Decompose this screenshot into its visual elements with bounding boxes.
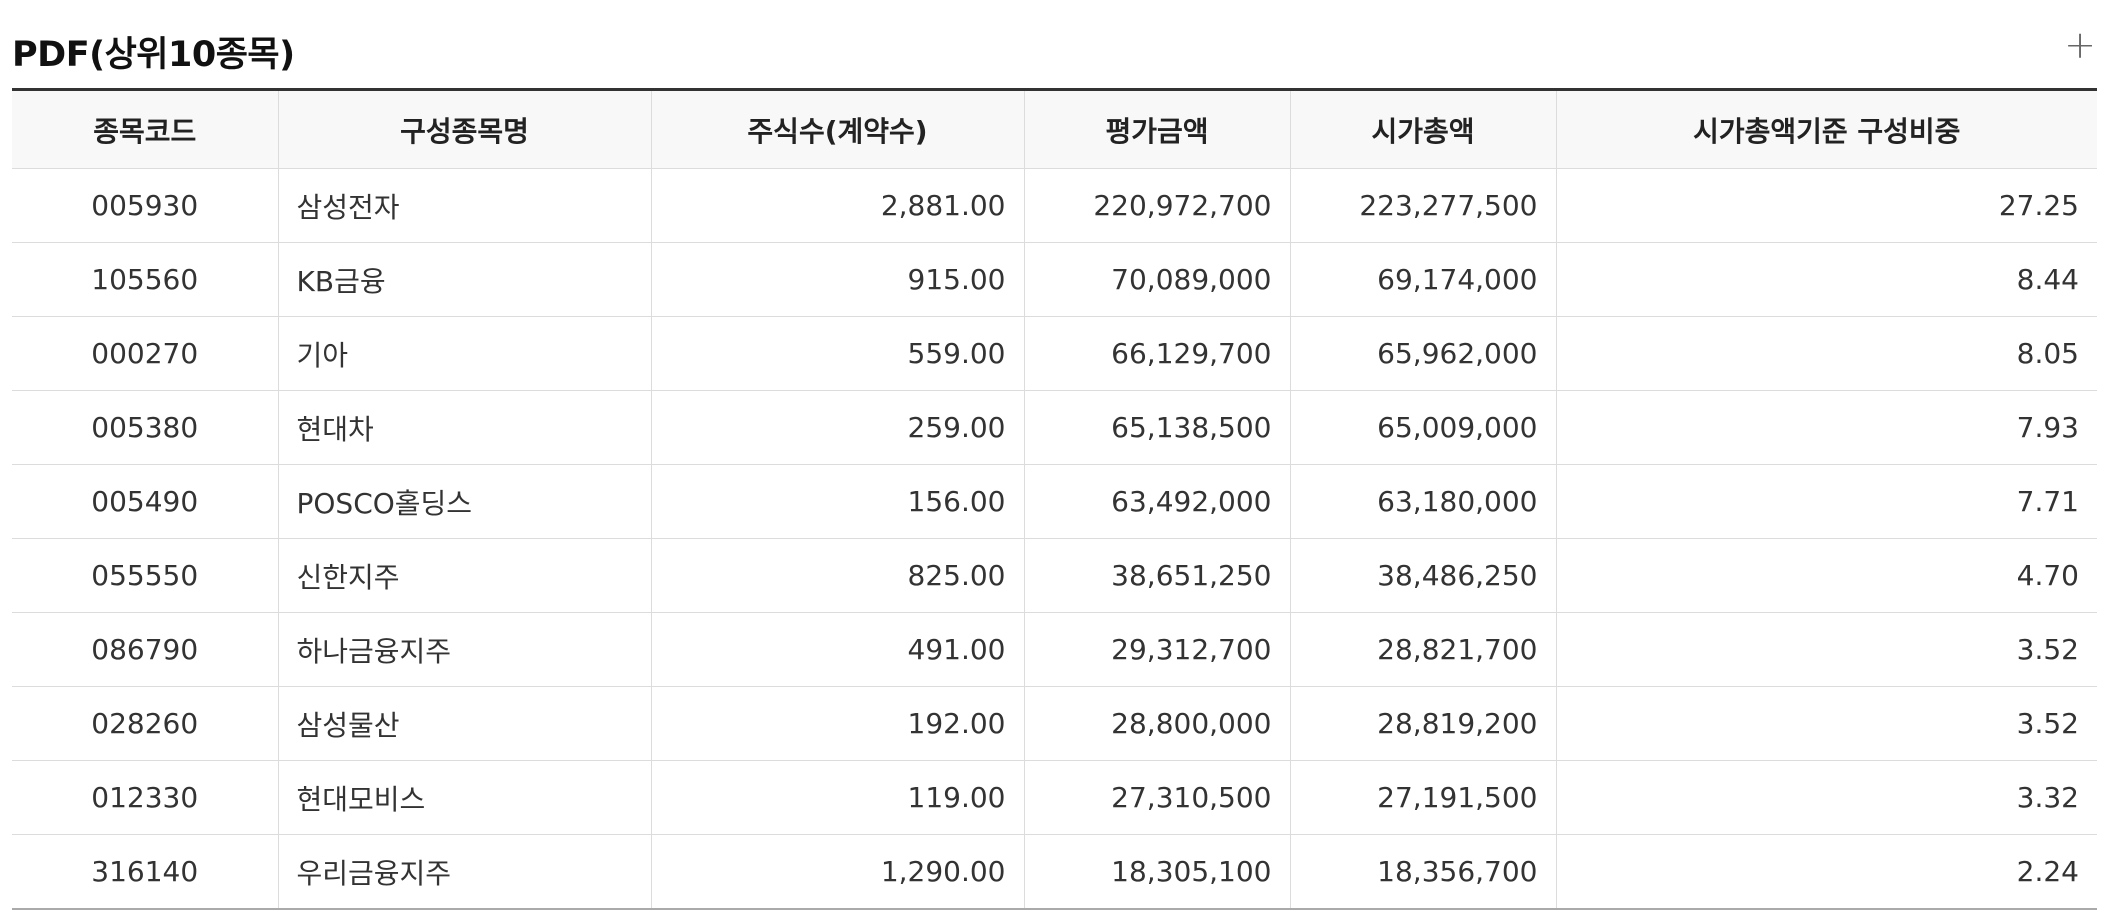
cell-stock-code: 005380 bbox=[12, 390, 279, 465]
cell-weight: 7.93 bbox=[1555, 390, 2097, 465]
cell-stock-name: POSCO홀딩스 bbox=[277, 464, 652, 539]
cell-market-cap: 65,962,000 bbox=[1289, 316, 1557, 391]
cell-stock-name: 우리금융지주 bbox=[277, 834, 652, 910]
header-weight: 시가총액기준 구성비중 bbox=[1555, 89, 2097, 169]
cell-weight: 27.25 bbox=[1555, 168, 2097, 243]
cell-weight: 8.44 bbox=[1555, 242, 2097, 317]
section-header: PDF(상위10종목) + bbox=[12, 22, 2097, 82]
cell-shares: 559.00 bbox=[650, 316, 1025, 391]
plus-icon[interactable]: + bbox=[2064, 23, 2096, 67]
cell-shares: 491.00 bbox=[650, 612, 1025, 687]
cell-market-cap: 38,486,250 bbox=[1289, 538, 1557, 613]
table-header-row: 종목코드 구성종목명 주식수(계약수) 평가금액 시가총액 시가총액기준 구성비… bbox=[12, 89, 2097, 169]
cell-stock-name: 현대차 bbox=[277, 390, 652, 465]
table-row: 005930 삼성전자 2,881.00 220,972,700 223,277,500… bbox=[12, 168, 2097, 243]
cell-market-cap: 223,277,500 bbox=[1289, 168, 1557, 243]
cell-valuation: 38,651,250 bbox=[1023, 538, 1291, 613]
cell-valuation: 70,089,000 bbox=[1023, 242, 1291, 317]
table-row: 012330 현대모비스 119.00 27,310,500 27,191,500 3.3… bbox=[12, 760, 2097, 835]
cell-stock-name: 현대모비스 bbox=[277, 760, 652, 835]
table-row: 005380 현대차 259.00 65,138,500 65,009,000 7.93 bbox=[12, 390, 2097, 465]
header-stock-name: 구성종목명 bbox=[277, 89, 652, 169]
cell-weight: 3.52 bbox=[1555, 686, 2097, 761]
cell-shares: 1,290.00 bbox=[650, 834, 1025, 910]
cell-shares: 156.00 bbox=[650, 464, 1025, 539]
cell-weight: 4.70 bbox=[1555, 538, 2097, 613]
cell-market-cap: 28,821,700 bbox=[1289, 612, 1557, 687]
table-row: 105560 KB금융 915.00 70,089,000 69,174,000 8.44 bbox=[12, 242, 2097, 317]
cell-market-cap: 28,819,200 bbox=[1289, 686, 1557, 761]
table-row: 005490 POSCO홀딩스 156.00 63,492,000 63,180,000… bbox=[12, 464, 2097, 539]
cell-shares: 259.00 bbox=[650, 390, 1025, 465]
cell-stock-name: 신한지주 bbox=[277, 538, 652, 613]
header-market-cap: 시가총액 bbox=[1289, 89, 1557, 169]
cell-stock-name: 삼성전자 bbox=[277, 168, 652, 243]
cell-valuation: 220,972,700 bbox=[1023, 168, 1291, 243]
cell-market-cap: 63,180,000 bbox=[1289, 464, 1557, 539]
cell-market-cap: 69,174,000 bbox=[1289, 242, 1557, 317]
cell-stock-code: 012330 bbox=[12, 760, 279, 835]
cell-stock-code: 055550 bbox=[12, 538, 279, 613]
cell-shares: 915.00 bbox=[650, 242, 1025, 317]
cell-shares: 192.00 bbox=[650, 686, 1025, 761]
cell-stock-code: 028260 bbox=[12, 686, 279, 761]
cell-stock-code: 105560 bbox=[12, 242, 279, 317]
cell-valuation: 63,492,000 bbox=[1023, 464, 1291, 539]
cell-weight: 2.24 bbox=[1555, 834, 2097, 910]
table-row: 028260 삼성물산 192.00 28,800,000 28,819,200 3.52 bbox=[12, 686, 2097, 761]
cell-valuation: 27,310,500 bbox=[1023, 760, 1291, 835]
cell-stock-name: 삼성물산 bbox=[277, 686, 652, 761]
cell-valuation: 29,312,700 bbox=[1023, 612, 1291, 687]
header-valuation: 평가금액 bbox=[1023, 89, 1291, 169]
table-row: 086790 하나금융지주 491.00 29,312,700 28,821,700 3.… bbox=[12, 612, 2097, 687]
table-row: 316140 우리금융지주 1,290.00 18,305,100 18,356,700… bbox=[12, 834, 2097, 910]
cell-stock-code: 000270 bbox=[12, 316, 279, 391]
cell-valuation: 28,800,000 bbox=[1023, 686, 1291, 761]
section-title: PDF(상위10종목) bbox=[12, 35, 295, 75]
cell-shares: 825.00 bbox=[650, 538, 1025, 613]
cell-stock-code: 005490 bbox=[12, 464, 279, 539]
table-row: 000270 기아 559.00 66,129,700 65,962,000 8.05 bbox=[12, 316, 2097, 391]
cell-stock-code: 316140 bbox=[12, 834, 279, 910]
header-shares: 주식수(계약수) bbox=[650, 89, 1025, 169]
cell-weight: 7.71 bbox=[1555, 464, 2097, 539]
cell-stock-code: 086790 bbox=[12, 612, 279, 687]
cell-market-cap: 18,356,700 bbox=[1289, 834, 1557, 910]
cell-valuation: 65,138,500 bbox=[1023, 390, 1291, 465]
cell-weight: 8.05 bbox=[1555, 316, 2097, 391]
cell-valuation: 66,129,700 bbox=[1023, 316, 1291, 391]
cell-stock-name: 기아 bbox=[277, 316, 652, 391]
cell-market-cap: 65,009,000 bbox=[1289, 390, 1557, 465]
cell-stock-code: 005930 bbox=[12, 168, 279, 243]
header-stock-code: 종목코드 bbox=[12, 89, 279, 169]
cell-weight: 3.52 bbox=[1555, 612, 2097, 687]
cell-market-cap: 27,191,500 bbox=[1289, 760, 1557, 835]
cell-stock-name: KB금융 bbox=[277, 242, 652, 317]
cell-valuation: 18,305,100 bbox=[1023, 834, 1291, 910]
holdings-table: 종목코드 구성종목명 주식수(계약수) 평가금액 시가총액 시가총액기준 구성비… bbox=[12, 88, 2097, 910]
table-row: 055550 신한지주 825.00 38,651,250 38,486,250 4.70 bbox=[12, 538, 2097, 613]
cell-stock-name: 하나금융지주 bbox=[277, 612, 652, 687]
cell-weight: 3.32 bbox=[1555, 760, 2097, 835]
cell-shares: 2,881.00 bbox=[650, 168, 1025, 243]
cell-shares: 119.00 bbox=[650, 760, 1025, 835]
